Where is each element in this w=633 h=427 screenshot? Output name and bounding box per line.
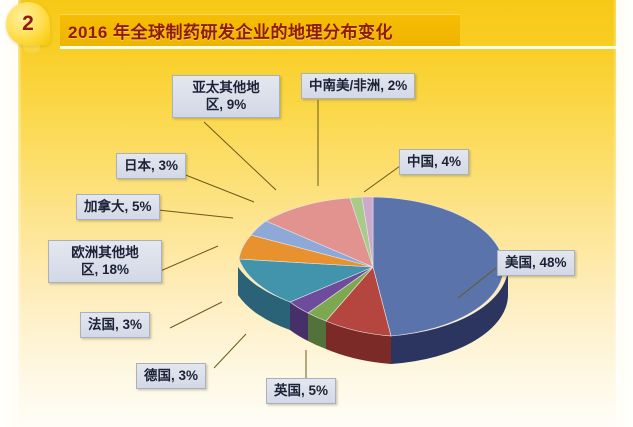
pie-depth-walls (238, 267, 508, 364)
leader-line-china (363, 165, 401, 193)
pie-top-face (238, 196, 504, 337)
label-japan: 日本, 3% (116, 153, 187, 179)
pie-slice-china (361, 196, 374, 268)
leader-line-japan (177, 171, 255, 203)
leader-line-usa (457, 267, 497, 299)
pie-slice-asia-pacific (265, 197, 374, 268)
pie-graphic (208, 170, 538, 385)
label-china: 中国, 4% (399, 149, 470, 175)
leader-line-germany (213, 333, 247, 369)
label-europe-other: 欧洲其他地 区, 18% (48, 240, 162, 283)
title-underline (60, 46, 616, 49)
page-title: 2016 年全球制药研发企业的地理分布变化 (68, 22, 394, 42)
label-usa: 美国, 48% (497, 250, 575, 276)
label-latam-africa: 中南美/非洲, 2% (301, 73, 416, 99)
label-canada: 加拿大, 5% (76, 194, 160, 220)
leader-line-asia-pacific (203, 121, 277, 191)
leader-line-europe-other (157, 245, 219, 273)
slide-number-badge: 2 (5, 1, 52, 54)
slide-title-bar: 2016 年全球制药研发企业的地理分布变化 (60, 14, 460, 46)
leader-line-france (169, 301, 223, 329)
pie-chart-container: 亚太其他地 区, 9% 中南美/非洲, 2% 中国, 4% 日本, 3% 加拿大… (18, 50, 616, 427)
leader-lines (157, 100, 497, 380)
label-germany: 德国, 3% (136, 363, 207, 389)
pie-svg (238, 196, 508, 364)
label-uk: 英国, 5% (266, 378, 337, 404)
background-left-fade (0, 0, 22, 427)
slide-number-text: 2 (22, 12, 34, 35)
pie-slice-europe-other (238, 258, 374, 303)
leader-line-canada (157, 209, 234, 219)
label-france: 法国, 3% (80, 312, 151, 338)
background-right-fade (613, 0, 633, 427)
label-asia-pacific: 亚太其他地 区, 9% (172, 75, 280, 118)
